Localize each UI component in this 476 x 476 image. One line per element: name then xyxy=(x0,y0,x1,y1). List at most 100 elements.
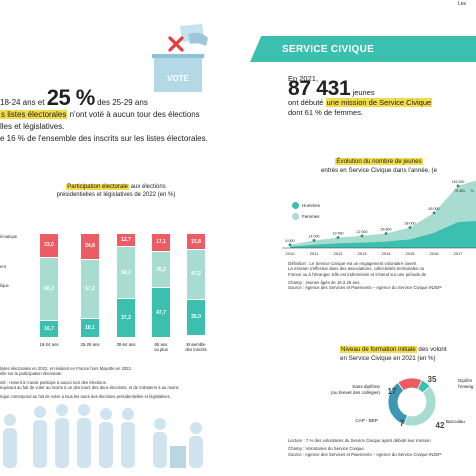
legend-swatch-hommes xyxy=(292,202,299,209)
donut-label-line-2: (ou brevet des collèges) xyxy=(330,389,380,395)
lecture-note: Lecture : 7 % des volontaires du Service… xyxy=(288,438,431,443)
donut-value-label: 42 xyxy=(436,421,445,430)
count-unit: jeunes xyxy=(352,88,375,97)
vote-bar-category-line: des inscrits xyxy=(185,347,207,352)
evo-title-highlight: Évolution du nombre de jeunes xyxy=(335,158,423,165)
vote-bar-segment: 17,1 xyxy=(152,234,170,251)
evo-title-rest: entrés en Service Civique dans l'année, xyxy=(320,167,430,174)
vote-bar: 23,0 60,3 16,7 xyxy=(40,232,58,338)
vote-note-1: listes électorales en 2022, et résident … xyxy=(0,366,132,371)
donut-label-sup: Diplôm l'enseig xyxy=(458,378,476,389)
x-tick-label: 2015 xyxy=(406,251,416,256)
data-point xyxy=(360,234,364,238)
nf-title-line2: en Service Civique en 2021 (en %) xyxy=(340,355,436,362)
data-point xyxy=(312,239,316,242)
vote-bar: 24,8 57,2 18,1 xyxy=(81,232,99,338)
x-tick-label: 2012 xyxy=(334,251,344,256)
intro-line-1: 18-24 ans et 25 % des 25-29 ans xyxy=(0,87,232,109)
row-label-3: lique xyxy=(0,283,9,288)
formation-chart-title: Niveau de formation initiale des volont … xyxy=(340,345,476,363)
mission-highlight: une mission de Service Civique xyxy=(325,98,433,107)
area-hommes xyxy=(290,221,476,248)
ballot-box xyxy=(154,58,202,92)
vote-chart-title: Participation électorale aux élections p… xyxy=(0,183,232,199)
vote-bar-segment: 23,0 xyxy=(40,234,58,257)
donut-value-label: 35 xyxy=(428,375,437,384)
data-point-label: 115 000 xyxy=(452,180,465,184)
donut-slice xyxy=(387,382,408,426)
vote-bar: 17,1 35,2 47,7 xyxy=(152,232,170,338)
ballot-slot xyxy=(152,54,204,58)
legend-femmes: Femmes xyxy=(292,213,320,220)
intro-percentage: 25 % xyxy=(46,85,96,110)
vote-bar-category-line: Ensemble xyxy=(186,342,206,347)
data-point xyxy=(408,226,412,229)
intro-highlight: s listes électorales xyxy=(0,110,68,119)
vote-bar-category-label: 25-29 ans xyxy=(73,342,107,347)
vote-bar: 15,8 47,2 35,0 xyxy=(187,232,205,338)
donut-label-bac: Baccalau xyxy=(446,419,465,424)
data-point-label: 14 000 xyxy=(309,234,320,238)
data-point xyxy=(432,211,436,215)
intro-text-1: 18-24 ans et xyxy=(0,98,45,107)
vote-bar-segment: 35,0 xyxy=(187,299,205,335)
vote-bar-segment: 18,1 xyxy=(81,319,99,338)
vote-note-2: elle sur la participation électorale. xyxy=(0,371,63,377)
nf-title-rest: des volont xyxy=(418,346,447,353)
x-tick-label: 2010 xyxy=(286,251,296,256)
vote-bar-segment: 57,2 xyxy=(81,259,99,319)
banner-title: SERVICE CIVIQUE xyxy=(282,44,375,55)
definition-line-2: La mission s'effectue dans des associati… xyxy=(288,266,425,272)
cross-mark-icon xyxy=(168,36,184,52)
intro-text-3: n'ont voté à aucun tour des élections xyxy=(69,110,200,119)
vote-bar-segment: 35,2 xyxy=(152,251,170,288)
vote-title-line2: présidentielles et législatives de 2022 … xyxy=(56,192,176,198)
donut-label-cap: CAP - BEP xyxy=(355,418,378,423)
vote-note-5: rique correspond au fait de voter à tous… xyxy=(0,393,171,399)
vote-bar-segment: 60,3 xyxy=(40,257,58,320)
nf-title-highlight: Niveau de formation initiale xyxy=(340,346,417,353)
data-point xyxy=(336,236,340,239)
definition-block: Définition : Le Service Civique est un e… xyxy=(288,261,476,290)
data-point xyxy=(456,184,460,188)
vote-bar-segment: 37,2 xyxy=(117,299,135,338)
x-tick-label: 2014 xyxy=(382,251,392,256)
data-point-label: 19 450 xyxy=(333,231,344,235)
data-point xyxy=(384,232,388,235)
vote-bar-category-label: 18-24 ans xyxy=(32,342,66,347)
x-tick-label: 2016 xyxy=(430,251,440,256)
donut-label-line-1: Sans diplôme xyxy=(352,384,380,389)
year-line: En 2021, xyxy=(288,74,319,83)
evolution-area-chart: 6 000 2010 14 000 2011 19 450 2012 22 500 2013 2… xyxy=(282,180,476,256)
page-corner-text: Les xyxy=(458,1,467,7)
data-point-label: 22 500 xyxy=(357,230,368,234)
legend-label-hommes: Hommes xyxy=(302,203,321,208)
data-point-label: 38 000 xyxy=(405,221,416,225)
vote-bar-category-line: ou plus xyxy=(154,347,168,352)
extra-point-label: 71 xyxy=(470,189,474,193)
ballot-label: VOTE xyxy=(167,74,189,83)
vote-title-highlight: Participation électorale xyxy=(66,184,129,190)
vote-bar-category-line: 18-24 ans xyxy=(39,342,59,347)
vote-notes: listes électorales en 2022, et résident … xyxy=(0,366,232,399)
intro-line-3: lles et législatives. xyxy=(0,122,65,131)
donut-label-sans-diplome: Sans diplôme (ou brevet des collèges) xyxy=(300,384,380,395)
hand-icon xyxy=(188,32,208,46)
source-note-1: Source : Agence des Services et Paiement… xyxy=(288,285,443,291)
vote-bar-segment: 50,2 xyxy=(117,247,135,299)
donut-label-sup-2: l'enseig xyxy=(458,383,474,389)
vote-title-rest: aux élections xyxy=(130,184,166,190)
donut-value-label: 7 xyxy=(400,419,405,428)
intro-line-4: e 16 % de l'ensemble des inscrits sur le… xyxy=(0,134,208,143)
data-point xyxy=(288,243,292,247)
data-point-label: 26 800 xyxy=(381,228,392,232)
ballot-box-illustration: VOTE xyxy=(152,24,208,92)
legend-label-femmes: Femmes xyxy=(302,214,320,219)
started-text: ont débuté xyxy=(288,98,324,107)
row-label-1: ématique xyxy=(0,234,18,239)
vote-bar-segment: 15,8 xyxy=(187,234,205,250)
crowd-illustration xyxy=(3,404,203,468)
vote-note-4: équivaut au fait de voter au moins à un … xyxy=(0,385,179,391)
data-point-label: 6 000 xyxy=(286,239,295,243)
source-note-2: Source : Agence des Services et Paiement… xyxy=(288,451,443,457)
